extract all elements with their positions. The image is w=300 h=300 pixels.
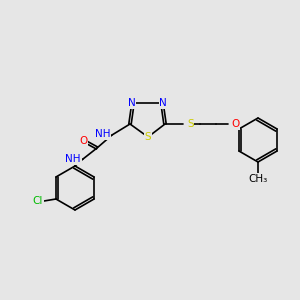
- Text: O: O: [231, 119, 239, 129]
- Text: Cl: Cl: [33, 196, 43, 206]
- Text: S: S: [187, 119, 194, 129]
- Text: CH₃: CH₃: [248, 174, 268, 184]
- Text: NH: NH: [94, 129, 110, 139]
- Text: N: N: [159, 98, 167, 108]
- Text: N: N: [128, 98, 136, 108]
- Text: S: S: [145, 132, 151, 142]
- Text: NH: NH: [65, 154, 81, 164]
- Text: O: O: [79, 136, 87, 146]
